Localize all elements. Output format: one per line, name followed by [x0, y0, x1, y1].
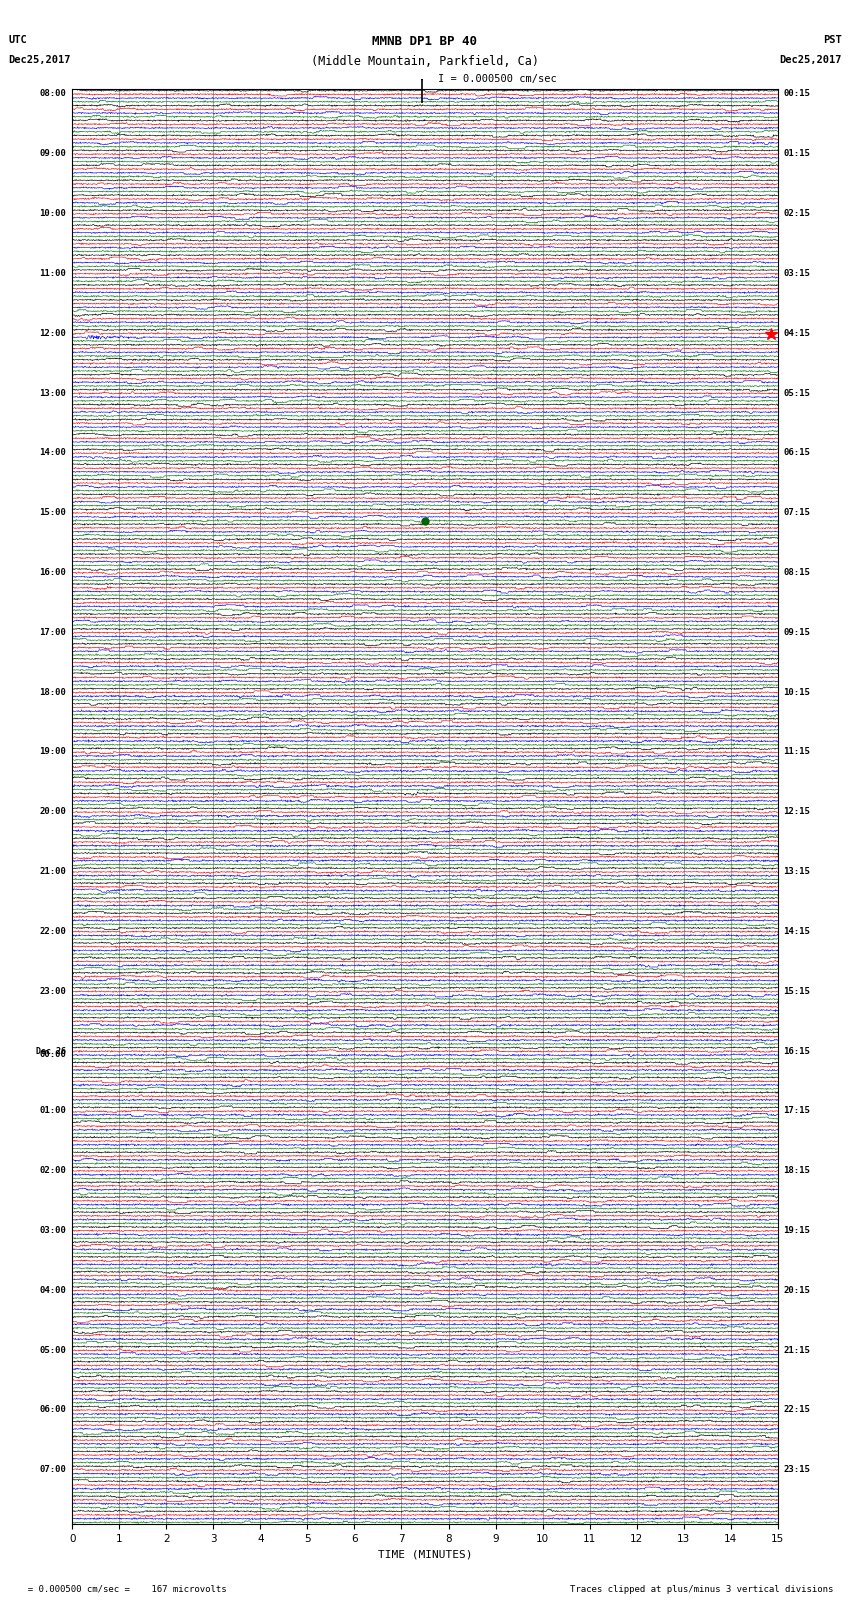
Text: UTC: UTC — [8, 35, 27, 45]
Text: 03:15: 03:15 — [784, 269, 810, 277]
Text: 04:00: 04:00 — [40, 1286, 66, 1295]
Text: Traces clipped at plus/minus 3 vertical divisions: Traces clipped at plus/minus 3 vertical … — [570, 1584, 833, 1594]
X-axis label: TIME (MINUTES): TIME (MINUTES) — [377, 1550, 473, 1560]
Text: 13:00: 13:00 — [40, 389, 66, 397]
Text: 01:00: 01:00 — [40, 1107, 66, 1115]
Text: 17:00: 17:00 — [40, 627, 66, 637]
Text: 19:00: 19:00 — [40, 747, 66, 756]
Text: 22:00: 22:00 — [40, 927, 66, 936]
Text: 09:15: 09:15 — [784, 627, 810, 637]
Text: 03:00: 03:00 — [40, 1226, 66, 1236]
Text: 23:00: 23:00 — [40, 987, 66, 995]
Text: 06:15: 06:15 — [784, 448, 810, 458]
Text: 10:15: 10:15 — [784, 687, 810, 697]
Text: Dec25,2017: Dec25,2017 — [779, 55, 842, 65]
Text: 09:00: 09:00 — [40, 150, 66, 158]
Text: 14:15: 14:15 — [784, 927, 810, 936]
Text: 07:15: 07:15 — [784, 508, 810, 518]
Text: 17:15: 17:15 — [784, 1107, 810, 1115]
Text: 15:00: 15:00 — [40, 508, 66, 518]
Text: 20:00: 20:00 — [40, 806, 66, 816]
Text: 16:15: 16:15 — [784, 1047, 810, 1055]
Text: = 0.000500 cm/sec =    167 microvolts: = 0.000500 cm/sec = 167 microvolts — [17, 1584, 227, 1594]
Text: 05:00: 05:00 — [40, 1345, 66, 1355]
Text: 18:00: 18:00 — [40, 687, 66, 697]
Text: 05:15: 05:15 — [784, 389, 810, 397]
Text: 10:00: 10:00 — [40, 210, 66, 218]
Text: 16:00: 16:00 — [40, 568, 66, 577]
Text: I = 0.000500 cm/sec: I = 0.000500 cm/sec — [438, 74, 557, 84]
Text: 23:15: 23:15 — [784, 1465, 810, 1474]
Text: 22:15: 22:15 — [784, 1405, 810, 1415]
Text: 00:15: 00:15 — [784, 89, 810, 98]
Text: 02:15: 02:15 — [784, 210, 810, 218]
Text: 14:00: 14:00 — [40, 448, 66, 458]
Text: 12:00: 12:00 — [40, 329, 66, 337]
Text: 11:00: 11:00 — [40, 269, 66, 277]
Text: PST: PST — [823, 35, 842, 45]
Text: 15:15: 15:15 — [784, 987, 810, 995]
Text: 00:00: 00:00 — [40, 1050, 66, 1058]
Text: 08:00: 08:00 — [40, 89, 66, 98]
Text: 21:00: 21:00 — [40, 868, 66, 876]
Text: 19:15: 19:15 — [784, 1226, 810, 1236]
Text: 12:15: 12:15 — [784, 806, 810, 816]
Text: 01:15: 01:15 — [784, 150, 810, 158]
Text: Dec25,2017: Dec25,2017 — [8, 55, 71, 65]
Text: 20:15: 20:15 — [784, 1286, 810, 1295]
Text: Dec 26: Dec 26 — [37, 1047, 66, 1055]
Text: 21:15: 21:15 — [784, 1345, 810, 1355]
Text: 13:15: 13:15 — [784, 868, 810, 876]
Text: 04:15: 04:15 — [784, 329, 810, 337]
Text: (Middle Mountain, Parkfield, Ca): (Middle Mountain, Parkfield, Ca) — [311, 55, 539, 68]
Text: 08:15: 08:15 — [784, 568, 810, 577]
Text: 06:00: 06:00 — [40, 1405, 66, 1415]
Text: 11:15: 11:15 — [784, 747, 810, 756]
Text: 07:00: 07:00 — [40, 1465, 66, 1474]
Text: 02:00: 02:00 — [40, 1166, 66, 1176]
Text: MMNB DP1 BP 40: MMNB DP1 BP 40 — [372, 35, 478, 48]
Text: 18:15: 18:15 — [784, 1166, 810, 1176]
